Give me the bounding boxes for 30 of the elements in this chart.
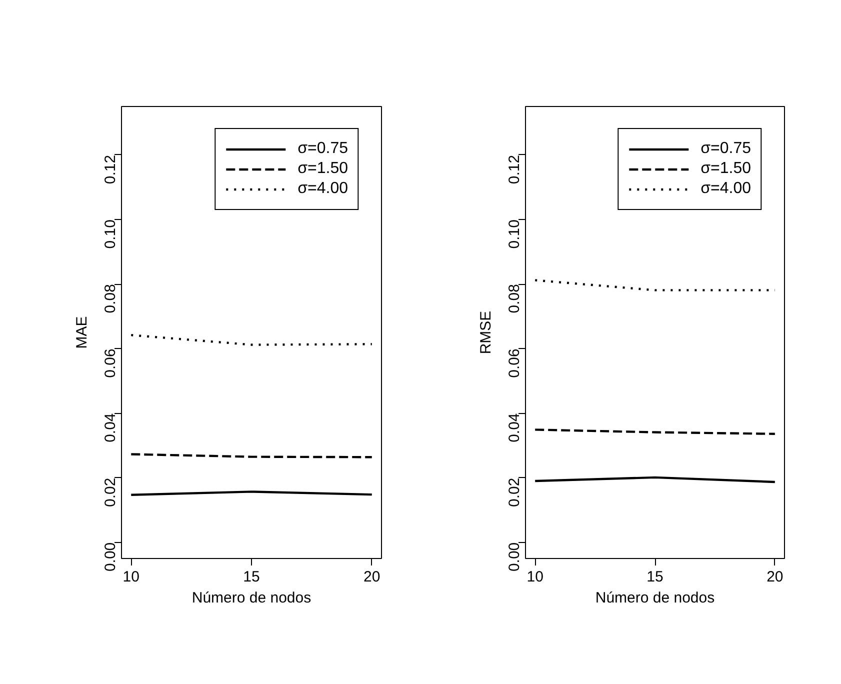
x-tick-label: 20 xyxy=(766,568,784,586)
y-tick-label: 0.06 xyxy=(102,348,119,378)
y-tick-label: 0.12 xyxy=(102,154,119,184)
y-tick-label: 0.10 xyxy=(506,219,523,249)
x-tick-label: 10 xyxy=(526,568,544,586)
legend-label: σ=1.50 xyxy=(298,160,348,178)
x-tick-label: 15 xyxy=(243,568,260,586)
legend-label: σ=4.00 xyxy=(700,180,751,198)
legend-label: σ=4.00 xyxy=(298,180,348,198)
y-tick-label: 0.10 xyxy=(102,219,119,249)
legend-label: σ=0.75 xyxy=(298,140,348,158)
x-tick-label: 20 xyxy=(364,568,380,586)
y-tick-label: 0.06 xyxy=(506,348,523,378)
y-axis-title: RMSE xyxy=(478,310,494,354)
y-tick-label: 0.00 xyxy=(102,542,119,572)
x-axis-title: Número de nodos xyxy=(595,590,715,606)
legend-label: σ=0.75 xyxy=(700,140,751,158)
legend-label: σ=1.50 xyxy=(700,160,751,178)
y-tick-label: 0.02 xyxy=(102,478,119,507)
y-tick-label: 0.04 xyxy=(102,413,119,442)
y-tick-label: 0.02 xyxy=(506,478,523,507)
y-tick-label: 0.12 xyxy=(506,154,523,184)
y-tick-label: 0.04 xyxy=(506,413,523,442)
x-tick-label: 15 xyxy=(646,568,664,586)
y-tick-label: 0.08 xyxy=(506,284,523,314)
x-axis-title: Número de nodos xyxy=(192,590,312,606)
y-tick-label: 0.00 xyxy=(506,542,523,572)
y-tick-label: 0.08 xyxy=(102,284,119,314)
y-axis-title: MAE xyxy=(74,316,90,349)
x-tick-label: 10 xyxy=(122,568,140,586)
